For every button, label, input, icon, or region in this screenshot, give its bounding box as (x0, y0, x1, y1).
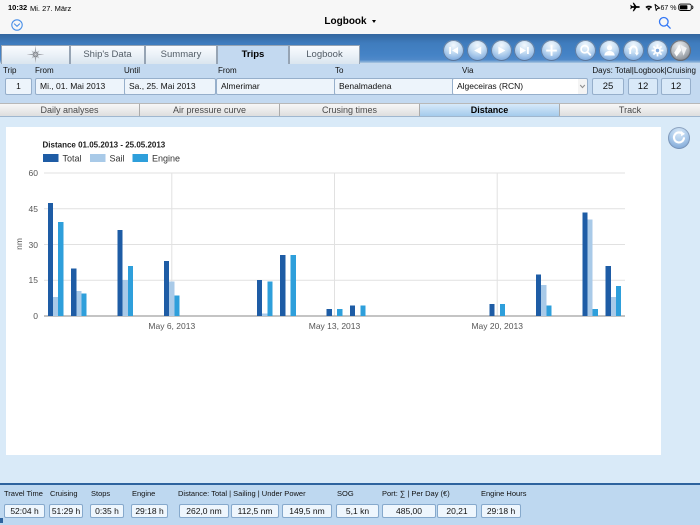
svg-text:Distance 01.05.2013 - 25.05.20: Distance 01.05.2013 - 25.05.2013 (43, 141, 166, 150)
svg-text:May 6, 2013: May 6, 2013 (148, 321, 195, 331)
svg-text:60: 60 (29, 168, 39, 178)
svg-text:nm: nm (14, 238, 24, 250)
svg-text:15: 15 (29, 275, 39, 285)
svg-text:0: 0 (33, 311, 38, 321)
svg-text:Sail: Sail (110, 154, 125, 164)
svg-text:67 %: 67 % (661, 5, 677, 12)
svg-text:30: 30 (29, 240, 39, 250)
svg-text:45: 45 (29, 204, 39, 214)
svg-text:Engine: Engine (152, 154, 180, 164)
svg-text:May 20, 2013: May 20, 2013 (471, 321, 523, 331)
svg-text:May 13, 2013: May 13, 2013 (309, 321, 361, 331)
svg-text:Total: Total (63, 154, 82, 164)
